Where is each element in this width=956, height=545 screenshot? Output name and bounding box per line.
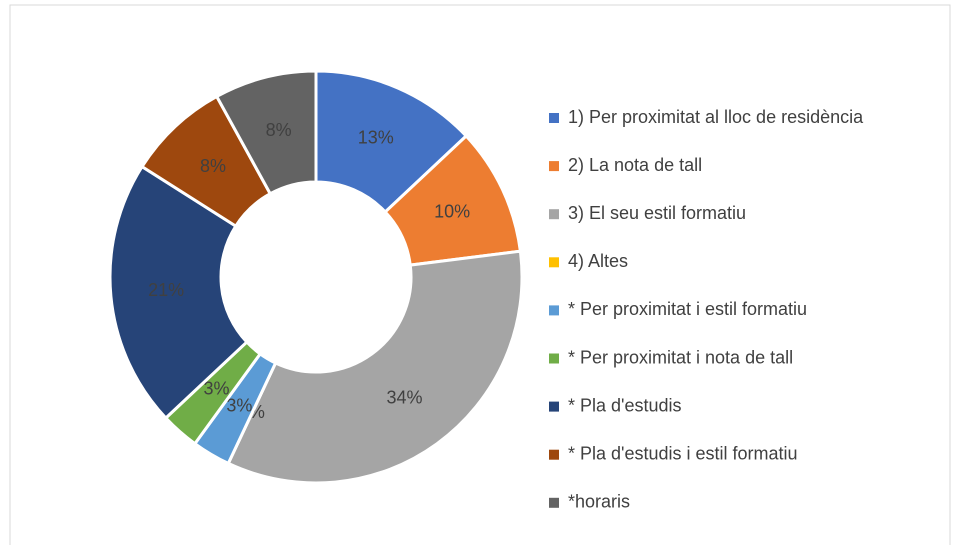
legend-label: * Per proximitat i nota de tall — [568, 347, 793, 367]
legend-marker — [549, 449, 559, 460]
legend-marker — [549, 161, 559, 172]
legend-marker — [549, 497, 559, 508]
legend-label: 4) Altes — [568, 251, 628, 271]
legend-label: 1) Per proximitat al lloc de residència — [568, 107, 864, 127]
legend-marker — [549, 305, 559, 316]
legend-marker — [549, 353, 559, 364]
data-label: 10% — [434, 202, 470, 222]
slice — [214, 69, 318, 196]
slice — [314, 69, 469, 215]
data-label: 3% — [226, 395, 252, 415]
legend-label: 2) La nota de tall — [568, 155, 702, 175]
legend-marker — [549, 113, 559, 123]
data-label: 34% — [386, 388, 422, 408]
legend-marker — [549, 401, 559, 412]
legend-label: * Pla d'estudis i estil formatiu — [568, 443, 798, 463]
data-label: 13% — [358, 128, 394, 148]
data-label: 8% — [200, 156, 226, 176]
legend-label: 3) El seu estil formatiu — [568, 203, 746, 223]
data-label: 21% — [148, 280, 184, 300]
slice — [108, 164, 249, 421]
chart-frame — [9, 4, 951, 545]
data-label: 8% — [266, 120, 292, 140]
legend-marker — [549, 209, 559, 220]
legend-label: * Per proximitat i estil formatiu — [568, 299, 807, 319]
legend-label: *horaris — [568, 492, 630, 512]
data-label: 3% — [203, 379, 229, 399]
slice — [226, 249, 524, 485]
legend-label: * Pla d'estudis — [568, 395, 682, 415]
legend-marker — [549, 257, 559, 268]
